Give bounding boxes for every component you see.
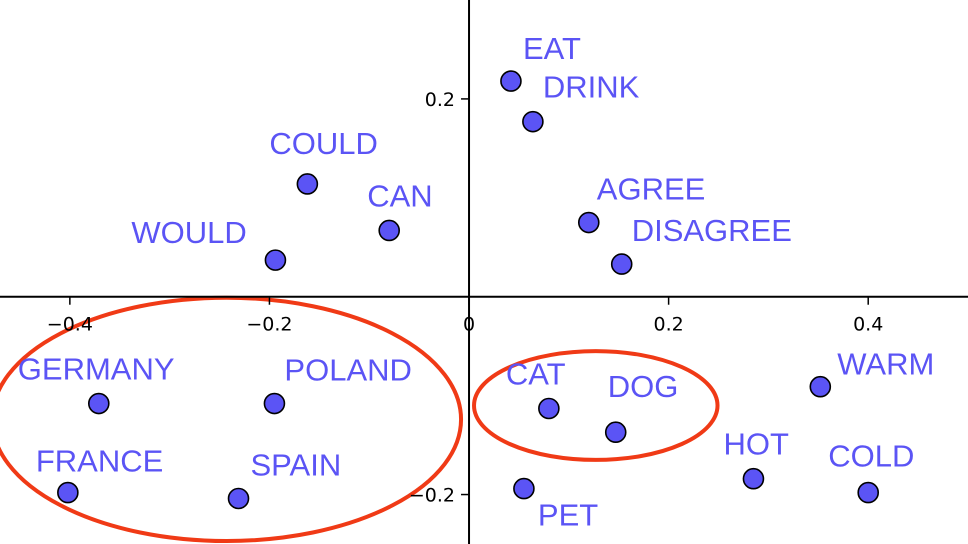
y-tick-label: −0.2 <box>409 485 455 507</box>
label-drink: DRINK <box>543 70 640 105</box>
point-disagree <box>610 253 633 275</box>
cluster-ellipse <box>472 349 720 462</box>
point-drink <box>522 110 544 133</box>
data-points <box>57 70 880 510</box>
label-pet: PET <box>538 498 598 533</box>
point-can <box>378 219 400 242</box>
axis-ticks: −0.4 −0.2 0 0.2 0.4 0.2 −0.2 <box>47 89 884 507</box>
cluster-outlines <box>0 295 720 543</box>
point-cat <box>538 397 560 420</box>
label-cold: COLD <box>828 439 914 474</box>
point-eat <box>500 70 522 92</box>
label-can: CAN <box>367 178 432 213</box>
label-poland: POLAND <box>284 353 411 388</box>
point-dog <box>604 421 627 444</box>
label-disagree: DISAGREE <box>632 213 792 248</box>
point-warm <box>809 375 832 398</box>
x-tick-label: 0.4 <box>853 314 883 336</box>
label-agree: AGREE <box>597 172 706 207</box>
label-eat: EAT <box>523 31 581 66</box>
point-could <box>296 173 319 195</box>
label-france: FRANCE <box>36 444 163 479</box>
y-tick-label: 0.2 <box>425 89 455 111</box>
point-hot <box>742 467 765 490</box>
point-pet <box>513 477 535 500</box>
label-would: WOULD <box>131 215 246 250</box>
point-poland <box>263 392 286 415</box>
label-cat: CAT <box>506 356 566 391</box>
label-warm: WARM <box>837 347 934 382</box>
x-tick-label: 0.2 <box>654 314 684 336</box>
x-tick-label: −0.4 <box>47 314 93 336</box>
label-germany: GERMANY <box>18 352 175 387</box>
label-hot: HOT <box>723 427 789 462</box>
label-could: COULD <box>269 126 378 161</box>
point-spain <box>227 487 250 510</box>
point-agree <box>577 211 600 234</box>
x-tick-label: −0.2 <box>246 314 292 336</box>
x-tick-label: 0 <box>463 314 475 336</box>
point-would <box>264 249 287 271</box>
point-germany <box>87 392 110 415</box>
label-dog: DOG <box>608 369 679 404</box>
point-labels: EAT DRINK AGREE DISAGREE COULD CAN WOULD GERMAN… <box>18 31 935 533</box>
point-france <box>57 481 79 504</box>
label-spain: SPAIN <box>251 448 342 483</box>
point-cold <box>857 481 880 504</box>
